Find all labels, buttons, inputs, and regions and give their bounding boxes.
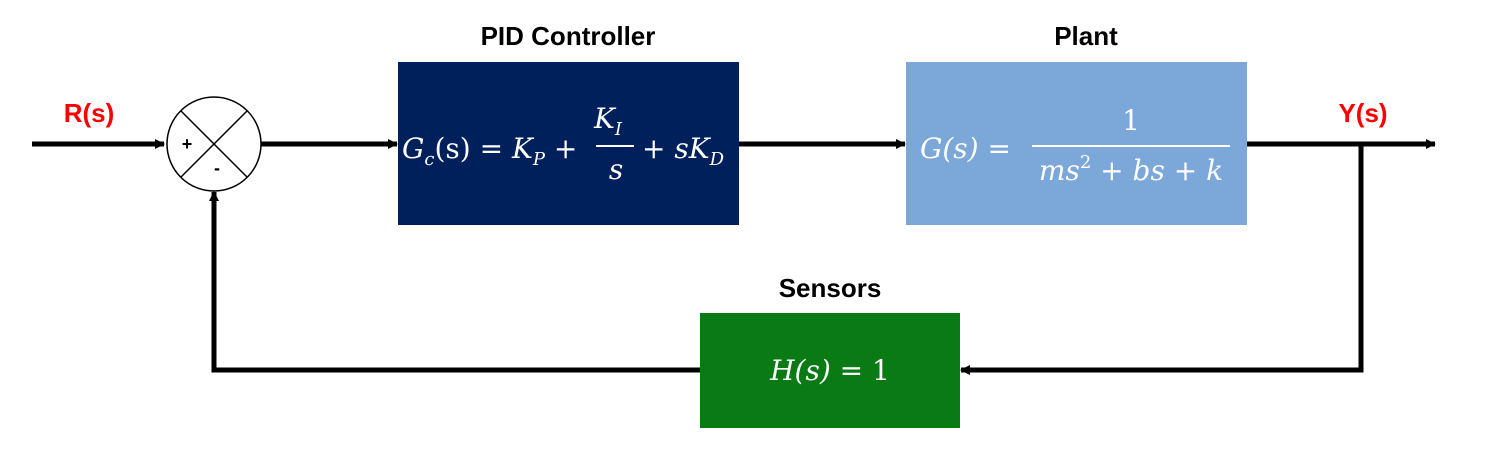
plus-sign: + — [182, 134, 193, 154]
svg-text:s: s — [609, 153, 623, 186]
sensor-title: Sensors — [779, 273, 882, 303]
plant-block — [906, 62, 1247, 225]
controller-equation: Gc(s) = KP + KI s + sKD — [402, 102, 725, 186]
controller-block — [398, 62, 739, 225]
minus-sign: - — [214, 158, 220, 178]
feedback-path-to-junction — [209, 191, 700, 373]
svg-text:Gc(s) = KP +: Gc(s) = KP + — [402, 132, 577, 170]
plant-equation: G(s) = 1 ms2 + bs + k — [920, 104, 1230, 187]
controller-title: PID Controller — [481, 21, 656, 51]
summing-junction: + - — [166, 96, 262, 192]
sensor-block — [700, 313, 960, 428]
svg-text:G(s) =: G(s) = — [920, 132, 1011, 165]
svg-text:KI: KI — [593, 102, 623, 140]
feedback-path-to-sensor — [960, 144, 1364, 375]
svg-text:ms2 + bs + k: ms2 + bs + k — [1039, 152, 1223, 187]
output-signal-label: Y(s) — [1338, 98, 1387, 128]
svg-text:1: 1 — [1122, 104, 1140, 137]
sensor-equation: H(s) = 1 — [769, 354, 890, 387]
svg-text:+ sKD: + sKD — [642, 132, 725, 170]
plant-title: Plant — [1054, 21, 1118, 51]
input-signal-label: R(s) — [64, 98, 115, 128]
